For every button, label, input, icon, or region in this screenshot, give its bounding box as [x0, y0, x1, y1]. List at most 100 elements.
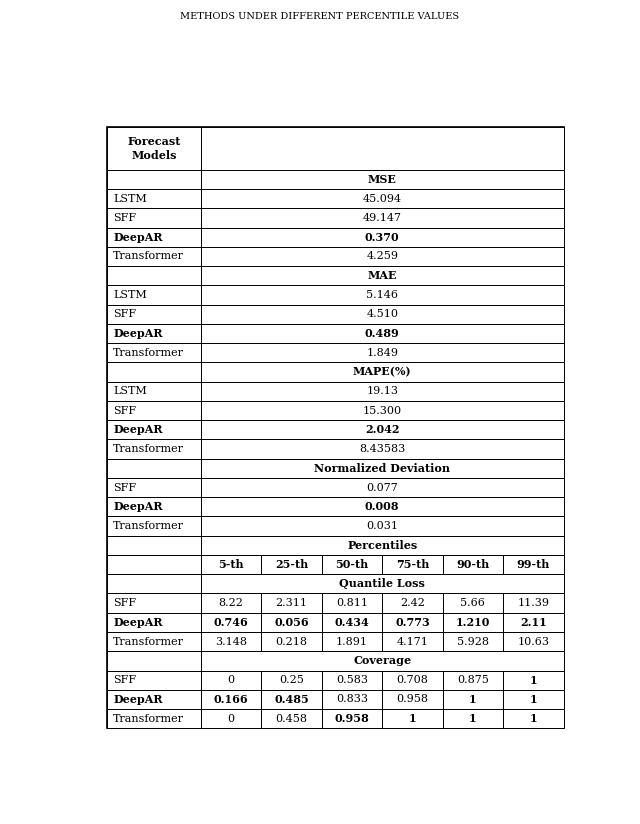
Bar: [201, 709, 261, 728]
Bar: [201, 305, 564, 324]
Text: SFF: SFF: [113, 675, 136, 685]
Text: 5.66: 5.66: [460, 598, 485, 608]
Text: DeepAR: DeepAR: [113, 424, 163, 435]
Bar: [201, 690, 261, 709]
Text: DeepAR: DeepAR: [113, 501, 163, 513]
Bar: [108, 189, 201, 208]
Bar: [322, 632, 382, 651]
Text: 0: 0: [227, 675, 235, 685]
Text: 0.25: 0.25: [279, 675, 304, 685]
Text: Transformer: Transformer: [113, 348, 184, 358]
Text: 0.458: 0.458: [275, 714, 307, 723]
Text: 3.148: 3.148: [215, 637, 247, 647]
Text: 11.39: 11.39: [517, 598, 549, 608]
Bar: [108, 285, 201, 305]
Text: DeepAR: DeepAR: [113, 617, 163, 628]
Text: 8.22: 8.22: [219, 598, 243, 608]
Bar: [108, 709, 201, 728]
Bar: [503, 709, 564, 728]
Bar: [108, 208, 201, 227]
Bar: [322, 593, 382, 613]
Bar: [201, 439, 564, 459]
Text: 8.43583: 8.43583: [359, 444, 405, 454]
Bar: [201, 363, 564, 382]
Text: 5.146: 5.146: [366, 290, 398, 300]
Bar: [108, 439, 201, 459]
Text: Forecast
Models: Forecast Models: [127, 136, 180, 162]
Bar: [322, 709, 382, 728]
Bar: [201, 555, 261, 574]
Bar: [201, 382, 564, 401]
Text: 0.485: 0.485: [274, 694, 309, 705]
Bar: [382, 690, 443, 709]
Text: 2.311: 2.311: [275, 598, 307, 608]
Bar: [443, 709, 503, 728]
Text: SFF: SFF: [113, 598, 136, 608]
Bar: [201, 420, 564, 439]
Text: MSE: MSE: [368, 174, 397, 185]
Text: 0.370: 0.370: [365, 232, 399, 243]
Bar: [503, 593, 564, 613]
Bar: [322, 555, 382, 574]
Bar: [108, 128, 201, 170]
Bar: [108, 517, 201, 536]
Bar: [108, 401, 201, 420]
Bar: [201, 459, 564, 478]
Text: MAPE(%): MAPE(%): [353, 367, 412, 377]
Text: 0.958: 0.958: [335, 713, 369, 724]
Bar: [201, 517, 564, 536]
Bar: [261, 632, 322, 651]
Bar: [261, 709, 322, 728]
Bar: [201, 247, 564, 266]
Bar: [201, 208, 564, 227]
Bar: [443, 613, 503, 632]
Bar: [443, 632, 503, 651]
Bar: [503, 555, 564, 574]
Text: Transformer: Transformer: [113, 444, 184, 454]
Text: 4.259: 4.259: [366, 251, 398, 261]
Bar: [108, 497, 201, 517]
Text: LSTM: LSTM: [113, 194, 147, 204]
Bar: [108, 593, 201, 613]
Bar: [382, 555, 443, 574]
Text: LSTM: LSTM: [113, 290, 147, 300]
Text: 1: 1: [469, 694, 477, 705]
Bar: [108, 363, 201, 382]
Text: SFF: SFF: [113, 213, 136, 223]
Bar: [443, 690, 503, 709]
Text: SFF: SFF: [113, 309, 136, 319]
Bar: [201, 478, 564, 497]
Bar: [201, 632, 261, 651]
Bar: [201, 593, 261, 613]
Text: 25-th: 25-th: [275, 559, 308, 570]
Bar: [108, 459, 201, 478]
Bar: [108, 671, 201, 690]
Text: 0.746: 0.746: [214, 617, 248, 628]
Bar: [108, 324, 201, 343]
Bar: [108, 305, 201, 324]
Text: Transformer: Transformer: [113, 251, 184, 261]
Text: 0.489: 0.489: [365, 328, 399, 339]
Text: Quantile Loss: Quantile Loss: [339, 578, 425, 589]
Text: 0.875: 0.875: [457, 675, 489, 685]
Bar: [108, 690, 201, 709]
Text: METHODS UNDER DIFFERENT PERCENTILE VALUES: METHODS UNDER DIFFERENT PERCENTILE VALUE…: [180, 12, 460, 21]
Text: 2.42: 2.42: [400, 598, 425, 608]
Bar: [108, 555, 201, 574]
Text: 0.811: 0.811: [336, 598, 368, 608]
Bar: [261, 613, 322, 632]
Text: 0.077: 0.077: [366, 483, 398, 493]
Text: 1: 1: [408, 713, 416, 724]
Text: Transformer: Transformer: [113, 714, 184, 723]
Bar: [443, 671, 503, 690]
Bar: [108, 478, 201, 497]
Bar: [108, 343, 201, 363]
Text: 0.833: 0.833: [336, 695, 368, 705]
Bar: [108, 382, 201, 401]
Text: 0.166: 0.166: [214, 694, 248, 705]
Text: 45.094: 45.094: [363, 194, 402, 204]
Bar: [201, 613, 261, 632]
Bar: [108, 420, 201, 439]
Bar: [503, 690, 564, 709]
Text: 90-th: 90-th: [456, 559, 490, 570]
